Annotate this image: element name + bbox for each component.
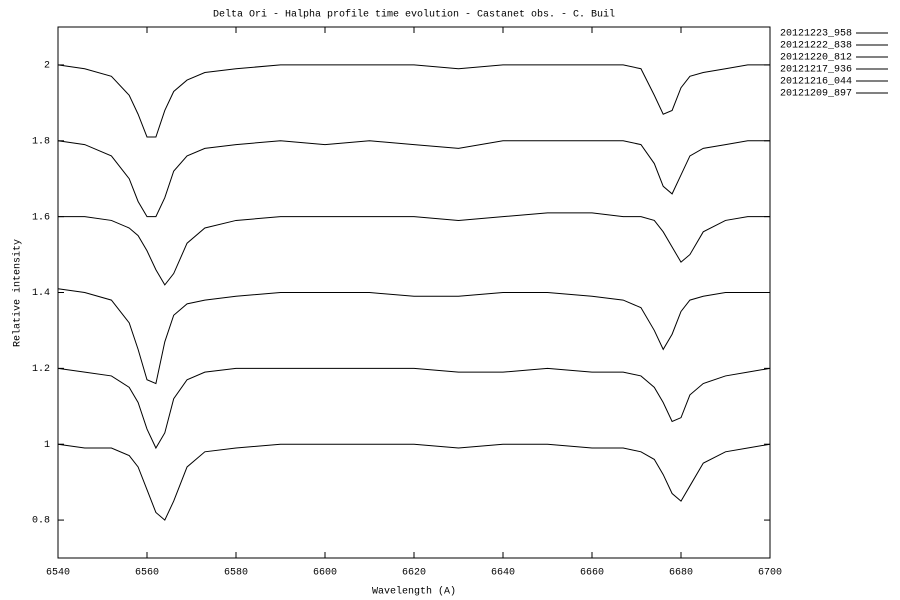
spectrum-line xyxy=(57,367,771,450)
y-tick-label: 1.4 xyxy=(32,288,50,299)
spectrum-line xyxy=(57,443,771,521)
spectrum-line xyxy=(57,64,770,138)
y-tick-label: 1.8 xyxy=(32,136,50,147)
legend-label: 20121217_936 xyxy=(780,65,852,76)
x-tick-label: 6600 xyxy=(313,568,337,579)
spectrum-line xyxy=(58,212,770,286)
legend-label: 20121216_044 xyxy=(780,77,852,88)
x-tick-label: 6540 xyxy=(46,568,70,579)
y-tick-label: 1 xyxy=(44,440,50,451)
spectrum-line xyxy=(57,288,770,385)
y-tick-label: 0.8 xyxy=(32,516,50,527)
y-tick-label: 1.2 xyxy=(32,364,50,375)
x-tick-label: 6580 xyxy=(224,568,248,579)
legend-label: 20121223_958 xyxy=(780,29,852,40)
y-tick-label: 1.6 xyxy=(32,212,50,223)
x-tick-label: 6620 xyxy=(402,568,426,579)
y-tick-label: 2 xyxy=(44,61,50,72)
x-tick-label: 6640 xyxy=(491,568,515,579)
chart-title: Delta Ori - Halpha profile time evolutio… xyxy=(213,9,615,21)
x-tick-label: 6560 xyxy=(135,568,159,579)
legend-label: 20121222_838 xyxy=(780,41,852,52)
x-tick-label: 6680 xyxy=(669,568,693,579)
legend-label: 20121209_897 xyxy=(780,89,852,100)
legend-label: 20121220_812 xyxy=(780,53,852,64)
x-tick-label: 6660 xyxy=(580,568,604,579)
y-axis-label: Relative intensity xyxy=(12,239,24,347)
plot-frame xyxy=(57,26,771,559)
x-axis-label: Wavelength (A) xyxy=(372,586,456,598)
spectrum-line xyxy=(57,140,770,218)
x-tick-label: 6700 xyxy=(758,568,782,579)
